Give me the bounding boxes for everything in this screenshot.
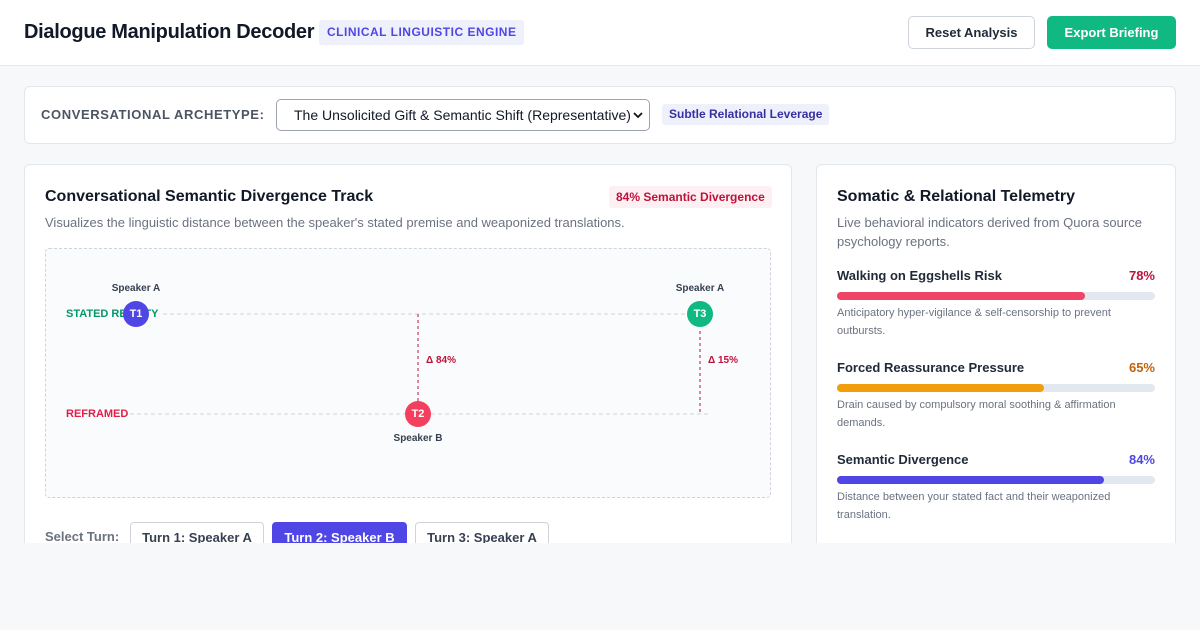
archetype-label: CONVERSATIONAL ARCHETYPE: xyxy=(41,107,265,122)
divergence-badge: 84% Semantic Divergence xyxy=(609,186,772,208)
metric-bar xyxy=(837,292,1086,300)
archetype-select[interactable]: The Unsolicited Gift & Semantic Shift (R… xyxy=(276,99,650,131)
metric-name: Walking on Eggshells Risk xyxy=(837,268,1002,283)
app-title: Dialogue Manipulation Decoder xyxy=(24,21,315,43)
archetype-card xyxy=(24,86,1176,144)
turn-button[interactable]: Turn 3: Speaker A xyxy=(415,522,549,543)
metric-description: Anticipatory hyper-vigilance & self-cens… xyxy=(837,307,1111,337)
metric-value: 78% xyxy=(1128,268,1155,283)
track-title: Conversational Semantic Divergence Track xyxy=(45,188,374,205)
telemetry-subtitle: Live behavioral indicators derived from … xyxy=(837,215,1142,249)
header: Dialogue Manipulation Decoder CLINICAL L… xyxy=(0,0,1200,66)
turn-node[interactable]: T2 xyxy=(405,401,431,427)
delta-label: Δ 84% xyxy=(426,355,456,366)
engine-badge: CLINICAL LINGUISTIC ENGINE xyxy=(319,20,525,45)
select-turn-label: Select Turn: xyxy=(45,529,120,543)
chevron xyxy=(633,112,643,119)
export-button[interactable]: Export Briefing xyxy=(1047,16,1176,49)
metric-description: Distance between your stated fact and th… xyxy=(837,491,1111,521)
speaker-label: Speaker A xyxy=(675,283,725,294)
archetype-selected: The Unsolicited Gift & Semantic Shift (R… xyxy=(294,107,631,123)
telemetry-title: Somatic & Relational Telemetry xyxy=(837,188,1075,205)
turn-node[interactable]: T1 xyxy=(123,301,149,327)
track-canvas: STATED REALITY REFRAMED Speaker A T1 T2 … xyxy=(45,248,771,498)
turn-node[interactable]: T3 xyxy=(687,301,713,327)
metric-name: Semantic Divergence xyxy=(837,452,969,467)
reset-button[interactable]: Reset Analysis xyxy=(908,16,1035,49)
metric-bar xyxy=(837,476,1105,484)
archetype-tag: Subtle Relational Leverage xyxy=(662,104,830,125)
turn-button-active[interactable]: Turn 2: Speaker B xyxy=(272,522,407,543)
turn-button[interactable]: Turn 1: Speaker A xyxy=(130,522,264,543)
speaker-label: Speaker A xyxy=(111,283,161,294)
delta-label: Δ 15% xyxy=(708,355,738,366)
metric-value: 65% xyxy=(1128,360,1155,375)
metric-bar xyxy=(837,384,1044,392)
track-subtitle: Visualizes the linguistic distance betwe… xyxy=(45,215,625,230)
speaker-label: Speaker B xyxy=(393,433,443,444)
metric-description: Drain caused by compulsory moral soothin… xyxy=(837,399,1116,429)
metric-value: 84% xyxy=(1128,452,1155,467)
metric-name: Forced Reassurance Pressure xyxy=(837,360,1025,375)
app: Dialogue Manipulation Decoder CLINICAL L… xyxy=(0,0,1200,543)
reframed-row-label: REFRAMED xyxy=(66,408,129,420)
